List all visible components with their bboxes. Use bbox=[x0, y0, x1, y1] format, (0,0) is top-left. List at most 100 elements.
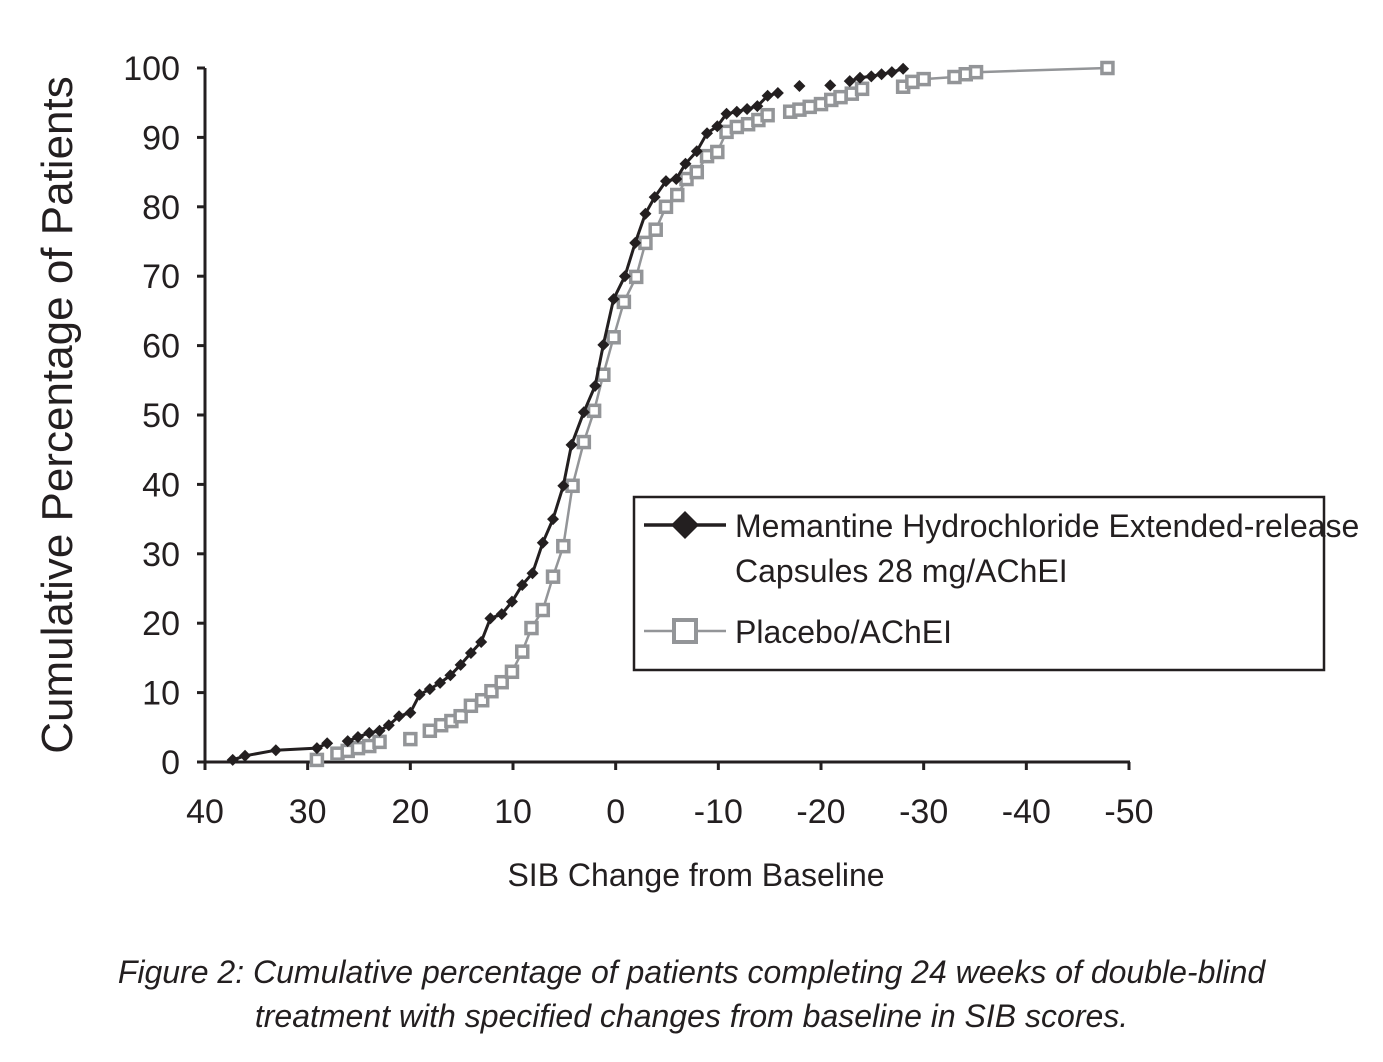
x-tick-label: 40 bbox=[186, 793, 224, 831]
y-tick-label: 20 bbox=[142, 605, 180, 643]
data-point-memantine bbox=[547, 513, 560, 526]
legend-item-placebo: Placebo/AChEI bbox=[644, 614, 952, 650]
data-point-placebo bbox=[628, 269, 644, 285]
data-point-memantine bbox=[711, 120, 724, 133]
legend: Memantine Hydrochloride Extended-release… bbox=[632, 495, 1359, 672]
legend-item-memantine: Memantine Hydrochloride Extended-release… bbox=[644, 508, 1359, 589]
data-point-memantine bbox=[413, 688, 426, 701]
x-ticks: 40 30 20 10 0 -10 -20 -30 -40 -50 bbox=[186, 762, 1154, 831]
data-point-memantine bbox=[393, 710, 406, 723]
data-point-placebo bbox=[309, 752, 325, 768]
data-point-placebo bbox=[689, 164, 705, 180]
x-tick-label: -50 bbox=[1104, 793, 1153, 831]
data-point-memantine bbox=[761, 89, 774, 102]
data-point-placebo bbox=[576, 434, 592, 450]
data-point-memantine bbox=[720, 107, 733, 120]
data-point-memantine bbox=[897, 62, 910, 75]
data-point-memantine bbox=[454, 658, 467, 671]
caption-line-2: treatment with specified changes from ba… bbox=[254, 998, 1129, 1034]
data-point-placebo bbox=[535, 602, 551, 618]
data-point-memantine bbox=[363, 726, 376, 739]
data-point-placebo bbox=[422, 723, 438, 739]
x-tick-label: 10 bbox=[494, 793, 532, 831]
series-placebo bbox=[309, 60, 1115, 768]
data-point-placebo bbox=[514, 644, 530, 659]
y-tick-label: 40 bbox=[142, 466, 180, 504]
data-point-placebo bbox=[484, 683, 499, 699]
data-point-memantine bbox=[701, 127, 714, 140]
data-point-memantine bbox=[475, 635, 488, 648]
y-tick-label: 50 bbox=[142, 397, 180, 435]
data-point-memantine bbox=[607, 293, 620, 306]
x-tick-label: -20 bbox=[796, 793, 845, 831]
data-point-memantine bbox=[618, 270, 631, 283]
data-point-memantine bbox=[751, 100, 764, 113]
data-point-memantine bbox=[526, 567, 539, 580]
x-tick-label: 20 bbox=[391, 793, 429, 831]
y-tick-label: 80 bbox=[142, 189, 180, 227]
data-point-memantine bbox=[351, 731, 364, 744]
data-point-placebo bbox=[670, 187, 685, 203]
data-point-memantine bbox=[495, 608, 508, 621]
data-point-memantine bbox=[865, 70, 878, 83]
data-point-memantine bbox=[670, 173, 683, 186]
data-point-memantine bbox=[741, 102, 754, 115]
legend-box bbox=[632, 495, 1326, 672]
data-point-memantine bbox=[875, 68, 888, 81]
data-point-placebo bbox=[916, 71, 931, 87]
data-point-memantine bbox=[679, 157, 692, 170]
series-memantine bbox=[226, 62, 910, 766]
data-point-memantine bbox=[536, 536, 549, 549]
data-point-memantine bbox=[505, 595, 518, 608]
figure-caption: Figure 2: Cumulative percentage of patie… bbox=[0, 950, 1383, 1038]
data-point-memantine bbox=[444, 669, 457, 682]
data-point-placebo bbox=[729, 119, 745, 135]
data-point-memantine bbox=[885, 66, 898, 79]
x-tick-label: -10 bbox=[694, 793, 743, 831]
x-tick-label: -30 bbox=[899, 793, 948, 831]
data-point-memantine bbox=[373, 724, 386, 737]
y-ticks: 0 10 20 30 40 50 60 70 80 90 100 bbox=[123, 50, 205, 782]
data-point-placebo bbox=[350, 740, 366, 756]
data-point-memantine bbox=[639, 207, 652, 220]
data-point-placebo bbox=[905, 74, 920, 90]
data-point-memantine bbox=[597, 338, 610, 351]
data-point-placebo bbox=[474, 692, 490, 708]
data-point-memantine bbox=[771, 86, 784, 99]
x-tick-label: -40 bbox=[1002, 793, 1051, 831]
data-point-memantine bbox=[484, 612, 497, 625]
data-point-placebo bbox=[710, 144, 725, 160]
y-tick-label: 60 bbox=[142, 328, 180, 366]
y-tick-label: 90 bbox=[142, 119, 180, 157]
data-point-placebo bbox=[372, 734, 387, 750]
data-point-memantine bbox=[589, 379, 602, 392]
data-point-memantine bbox=[557, 479, 570, 492]
data-point-placebo bbox=[760, 107, 775, 123]
data-point-memantine bbox=[423, 683, 436, 696]
data-point-memantine bbox=[404, 706, 417, 719]
data-point-placebo bbox=[947, 69, 962, 85]
data-point-memantine bbox=[382, 719, 395, 732]
data-point-memantine bbox=[577, 406, 590, 419]
data-point-memantine bbox=[239, 749, 252, 762]
data-point-memantine bbox=[659, 175, 672, 188]
series-line bbox=[902, 66, 1108, 88]
legend-marker-square-icon bbox=[672, 618, 698, 644]
data-point-memantine bbox=[269, 744, 282, 757]
caption-line-1: Figure 2: Cumulative percentage of patie… bbox=[117, 954, 1266, 990]
data-point-placebo bbox=[638, 235, 653, 251]
legend-label-placebo: Placebo/AChEI bbox=[735, 614, 952, 650]
data-point-placebo bbox=[606, 330, 621, 345]
data-point-memantine bbox=[565, 438, 578, 451]
data-point-placebo bbox=[463, 698, 479, 714]
data-point-placebo bbox=[1100, 60, 1115, 76]
data-point-placebo bbox=[968, 64, 984, 80]
data-point-placebo bbox=[504, 664, 520, 680]
data-point-memantine bbox=[516, 579, 529, 592]
data-point-placebo bbox=[616, 294, 632, 310]
data-point-memantine bbox=[629, 236, 642, 249]
data-point-memantine bbox=[434, 676, 447, 689]
series-layer bbox=[226, 60, 1115, 768]
data-point-placebo bbox=[403, 731, 418, 747]
